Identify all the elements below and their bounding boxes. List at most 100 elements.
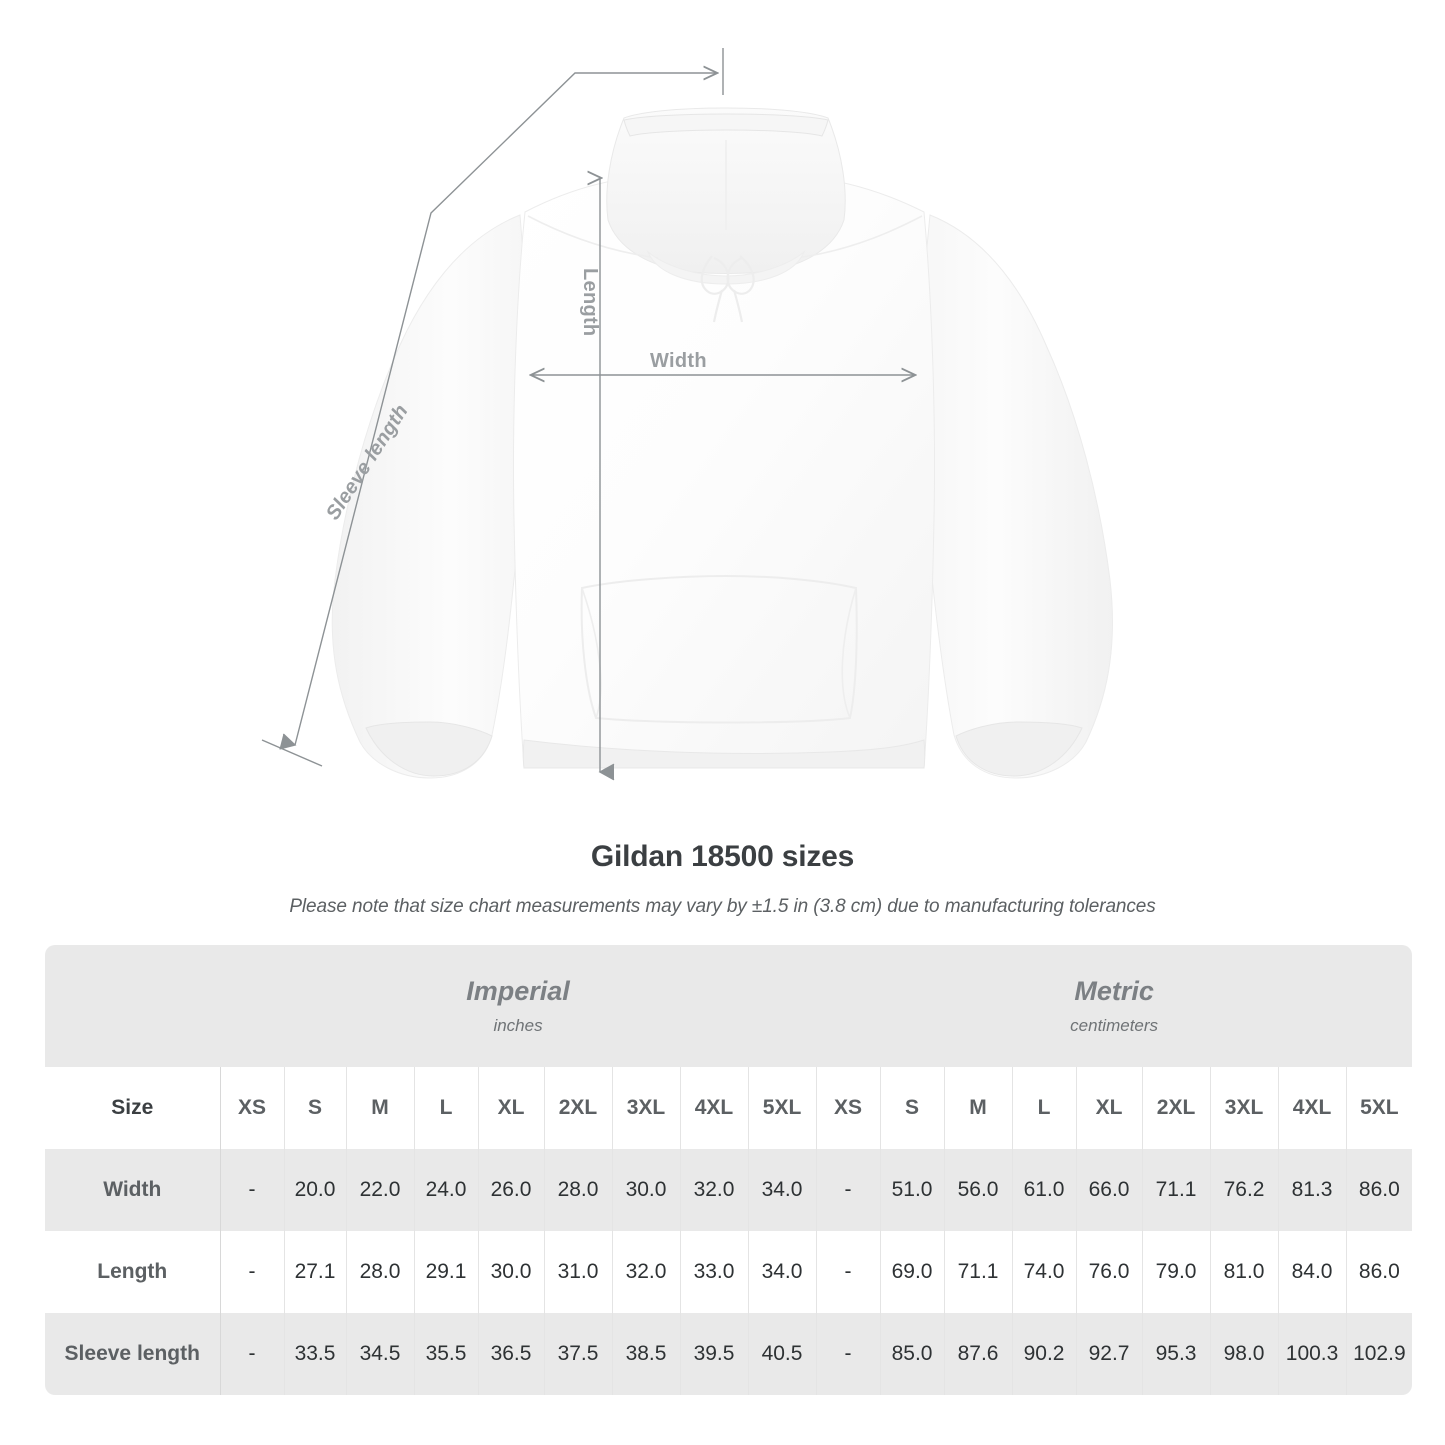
sleeve-length-line	[295, 73, 716, 745]
cell-width-imp-2: 22.0	[346, 1149, 415, 1231]
tolerance-note: Please note that size chart measurements…	[289, 896, 1156, 917]
cell-length-met-1: 69.0	[880, 1231, 945, 1313]
cell-length-met-6: 81.0	[1210, 1231, 1279, 1313]
cell-width-imp-7: 32.0	[680, 1149, 749, 1231]
cell-sleeve-imp-1: 33.5	[284, 1313, 347, 1395]
header-cell-imp-xs: XS	[220, 1067, 285, 1149]
header-cell-imp-3xl: 3XL	[612, 1067, 681, 1149]
cell-width-met-4: 66.0	[1076, 1149, 1143, 1231]
width-label: Width	[650, 350, 707, 372]
table-row-width: Width - 20.0 22.0 24.0 26.0 28.0 30.0 32…	[45, 1149, 1413, 1231]
cell-width-met-8: 86.0	[1346, 1149, 1413, 1231]
unit-spacer-cell	[45, 945, 220, 1067]
header-cell-imp-l: L	[414, 1067, 479, 1149]
cell-sleeve-imp-2: 34.5	[346, 1313, 415, 1395]
cell-sleeve-imp-3: 35.5	[414, 1313, 479, 1395]
header-cell-imp-2xl: 2XL	[544, 1067, 613, 1149]
cell-sleeve-imp-0: -	[220, 1313, 285, 1395]
header-cell-imp-s: S	[284, 1067, 347, 1149]
header-cell-imp-m: M	[346, 1067, 415, 1149]
cell-length-met-4: 76.0	[1076, 1231, 1143, 1313]
cell-sleeve-imp-6: 38.5	[612, 1313, 681, 1395]
header-cell-met-xl: XL	[1076, 1067, 1143, 1149]
cell-width-met-3: 61.0	[1012, 1149, 1077, 1231]
cell-width-met-1: 51.0	[880, 1149, 945, 1231]
header-cell-size: Size	[45, 1067, 221, 1149]
header-cell-met-l: L	[1012, 1067, 1077, 1149]
cell-length-imp-2: 28.0	[346, 1231, 415, 1313]
unit-cell-imperial: Imperial inches	[220, 945, 817, 1067]
hoodie-diagram: Width Length Sleeve length	[261, 48, 1113, 830]
right-cuff	[955, 721, 1083, 777]
cell-sleeve-met-2: 87.6	[944, 1313, 1013, 1395]
size-table-wrapper: Imperial inches Metric centimeters Size …	[45, 945, 1413, 1395]
cell-width-met-6: 76.2	[1210, 1149, 1279, 1231]
unit-sub-metric: centimeters	[1070, 1016, 1159, 1036]
cell-length-imp-1: 27.1	[284, 1231, 347, 1313]
header-cell-met-5xl: 5XL	[1346, 1067, 1413, 1149]
header-cell-met-2xl: 2XL	[1142, 1067, 1211, 1149]
cell-width-imp-0: -	[220, 1149, 285, 1231]
header-cell-met-xs: XS	[815, 1067, 881, 1149]
cell-sleeve-met-5: 95.3	[1142, 1313, 1211, 1395]
size-header-row: Size XS S M L XL 2XL 3XL 4XL 5XL XS S M …	[45, 1067, 1413, 1149]
drawstring-loop-right	[726, 255, 755, 295]
cell-length-imp-8: 34.0	[748, 1231, 817, 1313]
cell-length-met-8: 86.0	[1346, 1231, 1413, 1313]
header-cell-met-s: S	[880, 1067, 945, 1149]
cell-sleeve-imp-5: 37.5	[544, 1313, 613, 1395]
cell-length-imp-7: 33.0	[680, 1231, 749, 1313]
cell-width-met-2: 56.0	[944, 1149, 1013, 1231]
cell-length-met-5: 79.0	[1142, 1231, 1211, 1313]
length-label: Length	[579, 268, 601, 337]
header-cell-met-m: M	[944, 1067, 1013, 1149]
right-sleeve	[919, 214, 1113, 779]
cell-length-met-7: 84.0	[1278, 1231, 1347, 1313]
cell-length-imp-0: -	[220, 1231, 285, 1313]
size-chart-table: Imperial inches Metric centimeters Size …	[45, 945, 1413, 1395]
row-label-sleeve-length: Sleeve length	[45, 1313, 221, 1395]
unit-name-metric: Metric	[1074, 975, 1154, 1006]
cell-width-imp-1: 20.0	[284, 1149, 347, 1231]
cell-sleeve-met-6: 98.0	[1210, 1313, 1279, 1395]
cell-width-met-5: 71.1	[1142, 1149, 1211, 1231]
header-cell-imp-xl: XL	[478, 1067, 545, 1149]
right-shoulder-seam	[795, 215, 923, 259]
cell-width-met-0: -	[815, 1149, 881, 1231]
page-title: Gildan 18500 sizes	[590, 840, 855, 873]
header-cell-imp-5xl: 5XL	[748, 1067, 817, 1149]
cell-length-met-2: 71.1	[944, 1231, 1013, 1313]
cell-sleeve-met-0: -	[815, 1313, 881, 1395]
cell-length-met-3: 74.0	[1012, 1231, 1077, 1313]
cell-width-met-7: 81.3	[1278, 1149, 1347, 1231]
cell-sleeve-imp-7: 39.5	[680, 1313, 749, 1395]
cell-length-imp-3: 29.1	[414, 1231, 479, 1313]
sleeve-start-tick	[261, 739, 323, 767]
title-block: Gildan 18500 sizes Please note that size…	[0, 840, 1445, 918]
table-row-length: Length - 27.1 28.0 29.1 30.0 31.0 32.0 3…	[45, 1231, 1413, 1313]
header-cell-imp-4xl: 4XL	[680, 1067, 749, 1149]
hoodie-illustration-svg	[261, 48, 1113, 830]
left-sleeve	[331, 214, 529, 779]
left-cuff	[365, 721, 493, 777]
cell-sleeve-imp-8: 40.5	[748, 1313, 817, 1395]
drawstring-tail-right	[732, 289, 744, 323]
cell-sleeve-met-3: 90.2	[1012, 1313, 1077, 1395]
cell-width-imp-3: 24.0	[414, 1149, 479, 1231]
cell-length-met-0: -	[815, 1231, 881, 1313]
cell-sleeve-met-7: 100.3	[1278, 1313, 1347, 1395]
cell-sleeve-imp-4: 36.5	[478, 1313, 545, 1395]
cell-sleeve-met-4: 92.7	[1076, 1313, 1143, 1395]
bottom-hem	[522, 739, 926, 769]
cell-sleeve-met-1: 85.0	[880, 1313, 945, 1395]
unit-header-row: Imperial inches Metric centimeters	[45, 945, 1413, 1067]
cell-width-imp-4: 26.0	[478, 1149, 545, 1231]
cell-length-imp-4: 30.0	[478, 1231, 545, 1313]
cell-width-imp-8: 34.0	[748, 1149, 817, 1231]
cell-width-imp-6: 30.0	[612, 1149, 681, 1231]
row-label-width: Width	[45, 1149, 221, 1231]
cell-length-imp-6: 32.0	[612, 1231, 681, 1313]
unit-cell-metric: Metric centimeters	[816, 945, 1413, 1067]
header-cell-met-4xl: 4XL	[1278, 1067, 1347, 1149]
